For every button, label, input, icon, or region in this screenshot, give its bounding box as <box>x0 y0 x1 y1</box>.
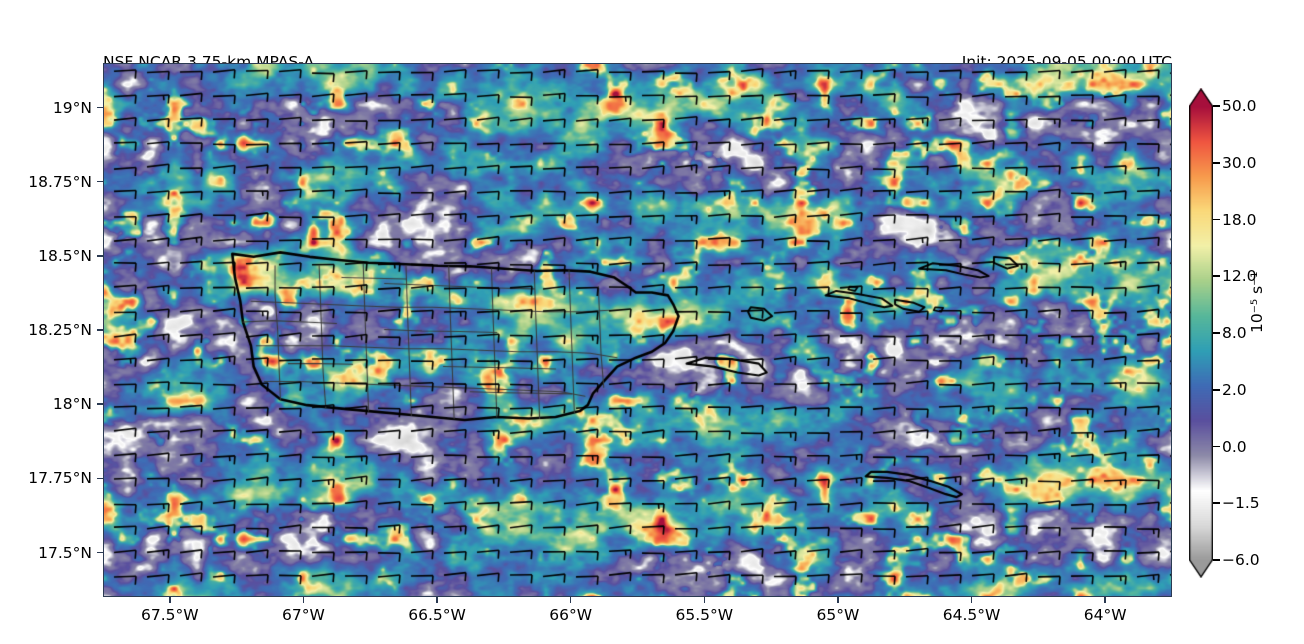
x-tick-label-0: 67.5°W <box>141 606 199 624</box>
x-tick-mark-3 <box>569 597 572 603</box>
x-tick-label-3: 66°W <box>549 606 593 624</box>
map-plot-area <box>103 63 1172 597</box>
colorbar-tick-mark-6 <box>1213 445 1220 448</box>
y-tick-mark-2 <box>97 255 103 257</box>
y-tick-label-6: 17.5°N <box>38 543 92 562</box>
y-tick-label-0: 19°N <box>52 98 92 117</box>
y-tick-mark-0 <box>97 106 103 109</box>
colorbar-tick-mark-3 <box>1213 275 1220 278</box>
y-tick-label-5: 17.75°N <box>28 469 92 488</box>
colorbar-tick-label-4: 8.0 <box>1222 324 1247 342</box>
colorbar-tick-mark-5 <box>1213 388 1220 391</box>
x-tick-label-7: 64°W <box>1083 606 1127 624</box>
x-tick-mark-4 <box>703 597 706 603</box>
y-tick-mark-4 <box>97 403 103 405</box>
y-tick-label-1: 18.75°N <box>28 172 92 191</box>
colorbar-tick-mark-4 <box>1213 332 1220 334</box>
x-tick-mark-5 <box>837 597 839 603</box>
colorbar-tick-mark-2 <box>1213 218 1220 221</box>
x-tick-mark-6 <box>970 597 973 603</box>
colorbar-gradient <box>1189 88 1213 578</box>
y-tick-mark-1 <box>97 180 103 183</box>
colorbar-tick-label-1: 30.0 <box>1222 153 1257 172</box>
x-tick-label-4: 65.5°W <box>675 606 734 624</box>
colorbar-tick-mark-0 <box>1213 105 1220 107</box>
y-tick-label-4: 18°N <box>52 395 92 414</box>
y-tick-label-2: 18.5°N <box>38 246 92 265</box>
colorbar <box>1189 88 1213 578</box>
colorbar-tick-label-2: 18.0 <box>1222 210 1257 229</box>
y-tick-mark-5 <box>97 477 103 480</box>
colorbar-label: 10⁻⁵ s⁻¹ <box>1248 271 1266 333</box>
colorbar-tick-label-5: 2.0 <box>1222 380 1247 399</box>
colorbar-tick-mark-1 <box>1213 161 1220 164</box>
colorbar-tick-label-6: 0.0 <box>1222 437 1247 456</box>
y-tick-mark-6 <box>97 551 103 554</box>
x-tick-label-5: 65°W <box>816 606 860 624</box>
x-tick-mark-0 <box>169 597 171 603</box>
colorbar-tick-label-7: −1.5 <box>1222 494 1260 513</box>
x-tick-label-2: 66.5°W <box>408 606 466 624</box>
colorbar-tick-label-8: −6.0 <box>1222 551 1260 569</box>
y-tick-label-3: 18.25°N <box>28 321 92 339</box>
x-tick-mark-2 <box>436 597 438 603</box>
x-tick-label-6: 64.5°W <box>942 606 1001 624</box>
x-tick-label-1: 67°W <box>282 606 325 624</box>
wind-barbs-canvas <box>104 64 1171 596</box>
colorbar-tick-mark-8 <box>1213 559 1220 561</box>
y-tick-mark-3 <box>97 329 103 331</box>
x-tick-mark-1 <box>302 597 305 603</box>
colorbar-tick-label-3: 12.0 <box>1222 267 1257 286</box>
colorbar-tick-label-0: 50.0 <box>1222 97 1257 115</box>
x-tick-mark-7 <box>1104 597 1106 603</box>
colorbar-tick-mark-7 <box>1213 502 1220 505</box>
